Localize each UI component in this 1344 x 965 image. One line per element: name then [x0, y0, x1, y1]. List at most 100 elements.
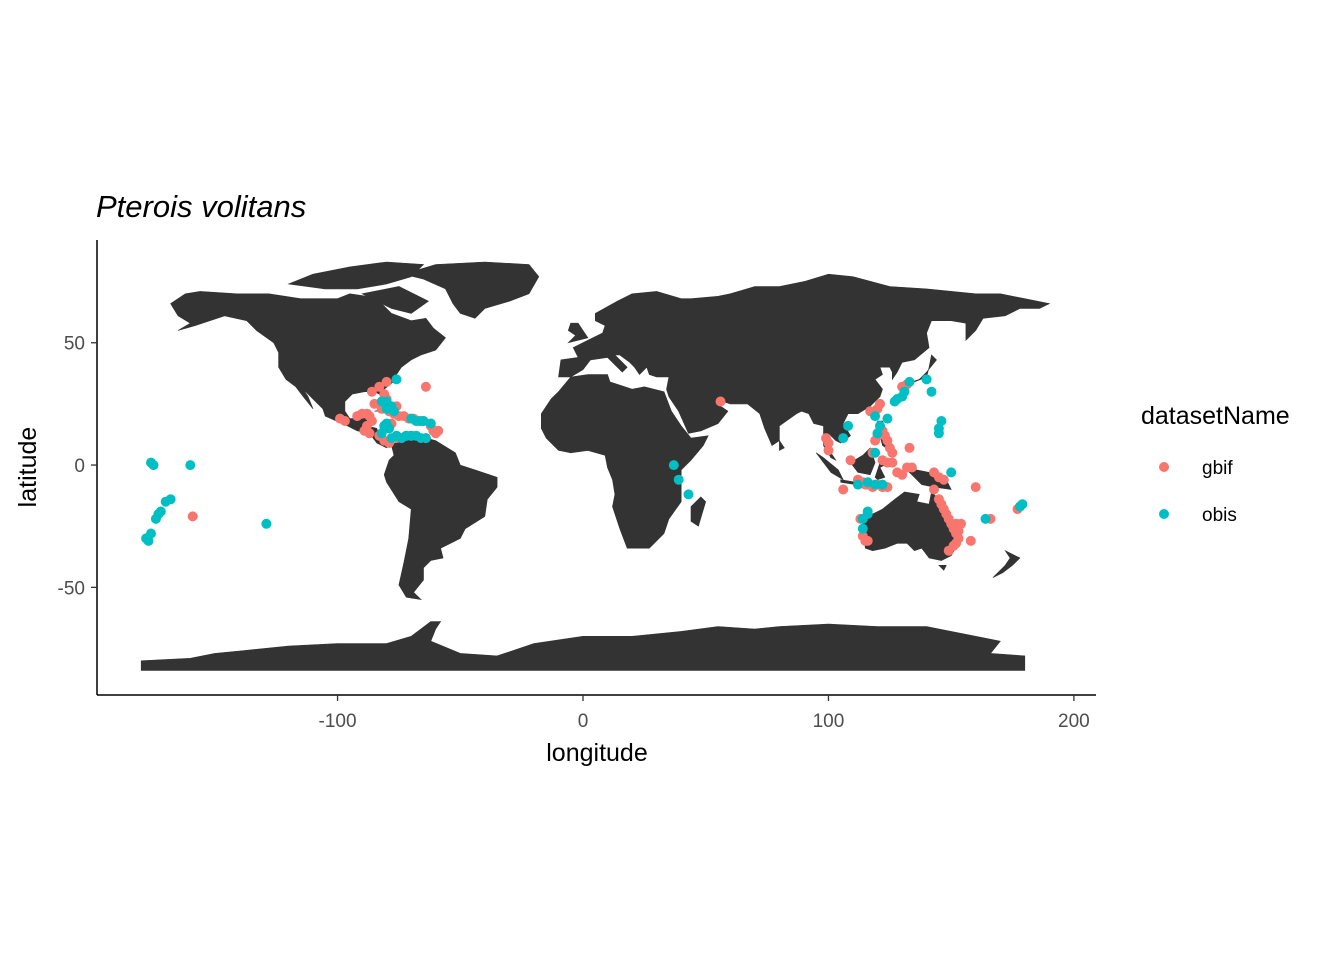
y-tick-label: -50 — [58, 578, 85, 599]
point-obis — [946, 467, 957, 478]
tasmania-land — [938, 565, 947, 571]
legend-item-gbif: gbif — [1159, 458, 1233, 479]
point-gbif — [187, 511, 198, 522]
x-ticks: -100 0 100 200 — [319, 695, 1090, 732]
point-gbif — [970, 482, 981, 493]
point-gbif — [887, 457, 898, 468]
point-obis — [420, 433, 431, 444]
greenland-land — [402, 261, 540, 319]
point-obis — [936, 416, 947, 426]
point-gbif — [381, 376, 392, 387]
legend-item-obis: obis — [1159, 505, 1237, 526]
antarctica-land — [140, 621, 1026, 671]
sri-lanka-land — [779, 439, 785, 451]
point-gbif — [339, 416, 350, 426]
point-obis — [882, 413, 893, 424]
point-obis — [155, 506, 166, 517]
point-obis — [185, 460, 196, 471]
legend: datasetName gbif obis — [1141, 402, 1290, 526]
point-gbif — [965, 535, 976, 546]
point-obis — [875, 420, 885, 431]
point-obis — [843, 420, 854, 431]
point-obis — [165, 494, 176, 505]
madagascar-land — [690, 496, 707, 527]
point-obis — [857, 523, 868, 534]
point-gbif — [374, 381, 385, 392]
point-gbif — [433, 425, 444, 436]
land-basemap — [140, 261, 1051, 671]
point-obis — [921, 374, 932, 385]
point-gbif — [823, 445, 834, 456]
point-obis — [406, 413, 417, 424]
point-obis — [852, 479, 863, 490]
x-tick-label: 0 — [578, 711, 589, 732]
legend-items: gbif obis — [1159, 458, 1237, 526]
point-gbif — [887, 447, 898, 458]
point-obis — [389, 406, 399, 417]
point-gbif — [929, 484, 939, 495]
point-gbif — [420, 381, 431, 392]
x-tick-label: 200 — [1058, 711, 1090, 732]
sumatra-land — [815, 452, 844, 481]
point-gbif — [838, 484, 849, 495]
point-obis — [1017, 499, 1028, 510]
legend-key-obis — [1159, 509, 1169, 519]
point-gbif — [366, 386, 377, 397]
canadian-arctic-land — [287, 261, 425, 290]
point-obis — [146, 528, 156, 539]
point-obis — [683, 489, 694, 500]
south-america-land — [383, 435, 498, 601]
new-zealand-land — [992, 549, 1021, 578]
north-america-land — [170, 291, 446, 449]
point-gbif — [951, 518, 962, 529]
point-obis — [904, 376, 915, 387]
point-gbif — [929, 467, 939, 478]
point-obis — [838, 433, 849, 444]
point-obis — [425, 418, 436, 429]
point-gbif — [364, 428, 375, 439]
legend-label-obis: obis — [1202, 505, 1237, 526]
point-gbif — [938, 474, 949, 485]
x-tick-label: -100 — [319, 711, 357, 732]
point-obis — [980, 513, 991, 524]
y-axis-title: latitude — [14, 427, 42, 508]
occurrence-points — [141, 374, 1028, 556]
legend-title: datasetName — [1141, 402, 1290, 430]
point-obis — [391, 374, 402, 385]
point-gbif — [897, 469, 908, 480]
point-obis — [673, 474, 684, 485]
point-obis — [261, 518, 272, 529]
point-gbif — [943, 545, 954, 556]
point-obis — [148, 460, 159, 471]
point-obis — [899, 386, 910, 397]
point-obis — [668, 460, 679, 471]
point-obis — [870, 447, 881, 458]
point-obis — [862, 506, 873, 517]
point-obis — [870, 411, 881, 422]
britain-land — [567, 322, 589, 344]
x-tick-label: 100 — [813, 711, 845, 732]
point-gbif — [845, 455, 856, 466]
point-gbif — [904, 442, 915, 453]
point-gbif — [862, 535, 873, 546]
point-gbif — [875, 398, 885, 409]
y-ticks: -50 0 50 — [58, 334, 97, 599]
point-gbif — [715, 396, 726, 407]
chart-title: Pterois volitans — [96, 189, 306, 224]
axes: -100 0 100 200 -50 0 50 — [58, 240, 1096, 732]
legend-key-gbif — [1159, 462, 1169, 472]
x-axis-title: longitude — [546, 739, 647, 767]
point-gbif — [821, 433, 831, 444]
point-obis — [926, 386, 937, 397]
point-gbif — [906, 462, 917, 473]
point-obis — [870, 479, 881, 490]
y-tick-label: 0 — [74, 456, 85, 477]
point-obis — [877, 479, 888, 490]
baffin-island-land — [361, 286, 429, 314]
point-obis — [379, 420, 390, 431]
y-tick-label: 50 — [64, 334, 85, 355]
africa-land — [541, 374, 709, 549]
legend-label-gbif: gbif — [1202, 458, 1233, 479]
